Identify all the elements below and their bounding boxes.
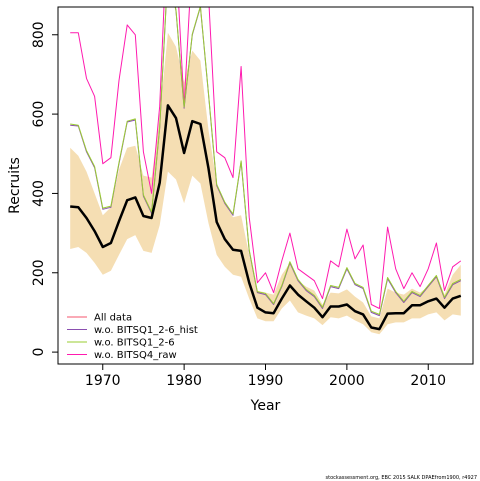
y-tick-label: 800 (31, 21, 47, 48)
y-tick-label: 400 (31, 180, 47, 207)
legend-label: w.o. BITSQ1_2-6_hist (94, 325, 198, 336)
x-tick-label: 1990 (248, 373, 284, 389)
x-tick-label: 2000 (329, 373, 365, 389)
footer-note: stockassessment.org, EBC 2015 SALK DPAEf… (325, 475, 477, 481)
y-tick-label: 200 (31, 259, 47, 286)
series-line-all-data (70, 104, 462, 331)
legend-item: w.o. BITSQ4_raw (67, 350, 177, 361)
plot-area (70, 7, 462, 335)
y-tick-label: 600 (31, 101, 47, 128)
x-tick-label: 2010 (410, 373, 446, 389)
x-axis-title: Year (250, 398, 281, 414)
legend-label: w.o. BITSQ4_raw (94, 350, 177, 361)
series-line-w-o-bitsq1-2-6 (70, 7, 462, 315)
axes: 1970 1980 1990 2000 2010 0 200 400 600 800 (31, 21, 446, 389)
y-tick-label: 0 (31, 348, 47, 357)
confidence-band (70, 32, 461, 335)
x-tick-label: 1970 (85, 373, 121, 389)
legend-item: w.o. BITSQ1_2-6_hist (67, 325, 198, 336)
legend-item: w.o. BITSQ1_2-6 (67, 338, 175, 349)
legend-label: All data (94, 313, 132, 324)
y-axis-title: Recruits (7, 157, 23, 214)
x-tick-label: 1980 (166, 373, 202, 389)
legend-item: All data (67, 313, 132, 324)
legend-label: w.o. BITSQ1_2-6 (94, 338, 175, 349)
series-line-w-o-bitsq4-raw (70, 7, 462, 309)
